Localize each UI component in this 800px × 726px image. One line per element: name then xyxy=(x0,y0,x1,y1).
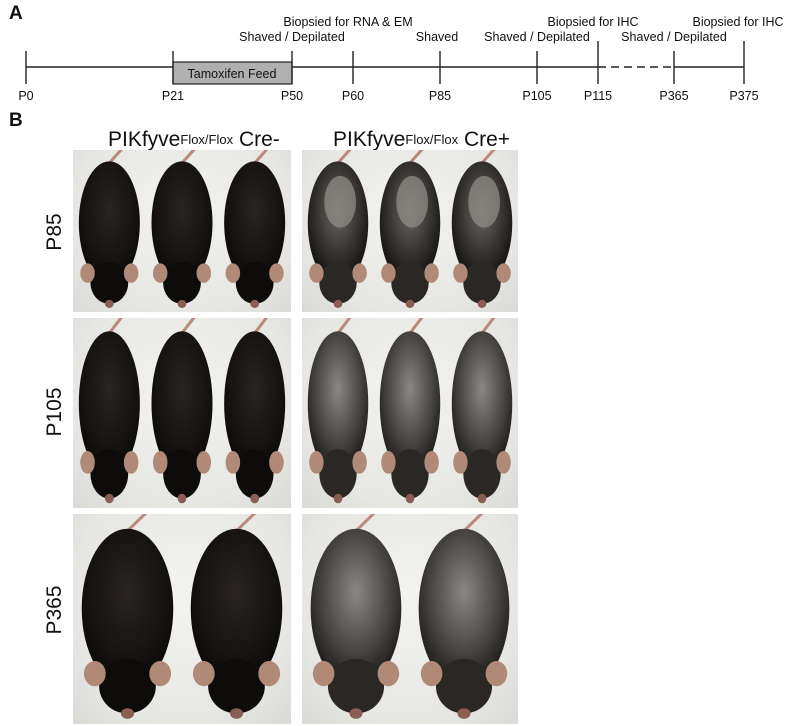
event-biopsy-rna-em: Biopsied for RNA & EM xyxy=(283,15,412,29)
mouse-figure xyxy=(451,150,513,308)
event-shaved-p85: Shaved xyxy=(416,30,458,44)
mouse-figure xyxy=(78,150,140,308)
photo-p105-cre-plus xyxy=(302,318,518,508)
tick-label-p50: P50 xyxy=(281,89,303,103)
mouse-figure xyxy=(224,318,286,504)
timeline-diagram: Tamoxifen Feed P0 P21 P50 P60 P85 P105 P… xyxy=(18,15,783,103)
mouse-figure xyxy=(307,150,369,308)
event-biopsy-ihc-1: Biopsied for IHC xyxy=(547,15,638,29)
photo-p85-cre-plus xyxy=(302,150,518,312)
mouse-figure xyxy=(190,514,283,719)
tick-label-p60: P60 xyxy=(342,89,364,103)
mouse-figure xyxy=(310,514,402,719)
tick-label-p21: P21 xyxy=(162,89,184,103)
tick-label-p0: P0 xyxy=(18,89,33,103)
tamoxifen-feed-label: Tamoxifen Feed xyxy=(188,67,277,81)
mouse-figure xyxy=(78,318,140,504)
photo-p85-cre-minus xyxy=(73,150,291,312)
row-label-p365: P365 xyxy=(43,585,66,635)
event-shaved-p105: Shaved / Depilated xyxy=(484,30,590,44)
event-biopsy-ihc-2: Biopsied for IHC xyxy=(692,15,783,29)
mouse-figure xyxy=(307,318,369,504)
tick-label-p375: P375 xyxy=(729,89,758,103)
column-header-cre-minus: PIKfyveFlox/Flox Cre- xyxy=(108,128,280,151)
photo-p105-cre-minus xyxy=(73,318,291,508)
mouse-figure xyxy=(379,150,441,308)
photo-p365-cre-minus xyxy=(73,514,291,724)
row-label-p85: P85 xyxy=(43,213,66,251)
panel-a-letter: A xyxy=(9,3,23,24)
mouse-figure xyxy=(379,318,441,504)
column-header-cre-plus: PIKfyveFlox/Flox Cre+ xyxy=(333,128,511,151)
mouse-figure xyxy=(224,150,286,308)
mouse-figure xyxy=(151,318,213,504)
mouse-figure xyxy=(151,150,213,308)
row-label-p105: P105 xyxy=(43,387,66,437)
mouse-figure xyxy=(81,514,174,719)
event-shaved-p50: Shaved / Depilated xyxy=(239,30,345,44)
panel-b-letter: B xyxy=(9,110,23,131)
mouse-figure xyxy=(451,318,513,504)
tick-label-p85: P85 xyxy=(429,89,451,103)
photo-p365-cre-plus xyxy=(302,514,518,724)
tick-label-p365: P365 xyxy=(659,89,688,103)
tick-label-p105: P105 xyxy=(522,89,551,103)
event-shaved-p365: Shaved / Depilated xyxy=(621,30,727,44)
tick-label-p115: P115 xyxy=(584,89,612,103)
mouse-figure xyxy=(418,514,510,719)
